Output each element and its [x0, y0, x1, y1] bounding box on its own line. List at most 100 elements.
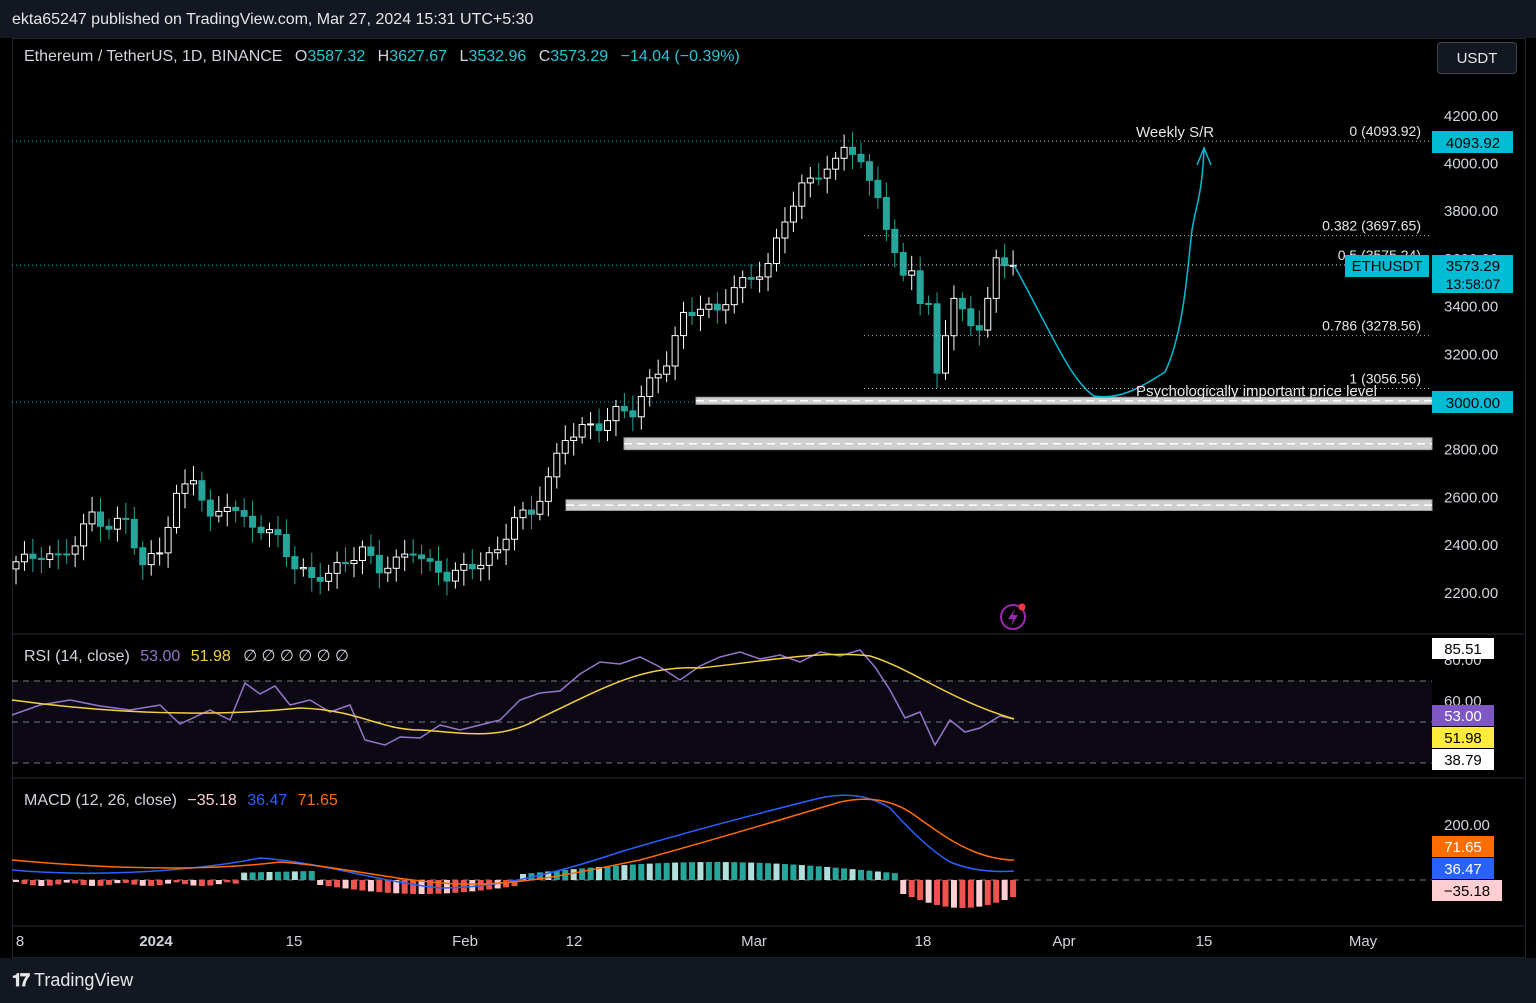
price-axis[interactable]: 4200.004000.003800.003600.003400.003200.… — [1444, 108, 1498, 602]
time-tick: 12 — [566, 933, 583, 950]
candle-body — [511, 517, 519, 540]
candle-body — [832, 157, 840, 170]
rsi-ma-line — [11, 653, 1015, 735]
macd-hist-bar — [621, 865, 628, 880]
chart-svg[interactable]: 4200.004000.003800.003600.003400.003200.… — [0, 0, 1536, 958]
candle-body — [730, 287, 738, 306]
macd-hist-bar — [765, 863, 772, 880]
symbol-tag — [1345, 255, 1429, 277]
candle-body — [460, 563, 468, 571]
chart-area[interactable] — [12, 38, 1526, 958]
candle-body — [637, 396, 645, 418]
macd-lines — [11, 794, 1015, 889]
candle-body — [815, 177, 823, 180]
candle-body — [291, 556, 299, 570]
fib-label: 0.786 (3278.56) — [1322, 318, 1421, 334]
candle-body — [477, 564, 485, 570]
macd-hist-bar — [29, 880, 36, 886]
macd-hist-bar — [917, 880, 924, 901]
lightning-icon[interactable] — [1000, 603, 1026, 630]
rsi-ma-value: 51.98 — [191, 648, 231, 665]
candle-body — [950, 297, 958, 337]
macd-hist-bar — [942, 880, 949, 907]
candle-body — [781, 221, 789, 239]
rsi-line — [11, 649, 1015, 747]
candle-body — [316, 576, 324, 582]
macd-hist-bar — [46, 880, 53, 886]
candle-body — [198, 480, 206, 501]
candle-body — [189, 480, 197, 485]
time-axis[interactable]: 8 2024 15 Feb 12 Mar 18 Apr 15 May — [16, 933, 1378, 950]
high-value: 3627.67 — [389, 48, 447, 65]
candle-body — [257, 526, 265, 534]
time-tick: 15 — [286, 933, 303, 950]
candle-body — [325, 572, 333, 582]
candle-body — [105, 525, 113, 530]
macd-hist-bar — [105, 880, 112, 885]
macd-hist-bar — [207, 880, 214, 886]
rsi-high-badge — [1432, 638, 1494, 659]
candle-body — [156, 552, 164, 555]
candle-body — [620, 405, 628, 412]
candle-body — [595, 423, 603, 431]
macd-hist-bar — [241, 872, 248, 880]
candle-body — [443, 571, 451, 582]
macd-hist-bar — [511, 880, 518, 887]
close-label: C — [539, 48, 551, 65]
candle-body — [705, 303, 713, 310]
candle-body — [147, 553, 155, 566]
candle-body — [502, 538, 510, 551]
macd-hist-bar — [815, 866, 822, 880]
macd-hist-bar — [232, 880, 239, 884]
macd-line — [11, 794, 1015, 889]
currency-button[interactable]: USDT — [1437, 42, 1517, 74]
macd-hist-bar — [156, 880, 163, 886]
candle-body — [20, 553, 28, 563]
rsi-value: 53.00 — [140, 648, 180, 665]
candle-body — [806, 177, 814, 184]
macd-signal-value: 71.65 — [298, 792, 338, 809]
macd-hist-bar — [781, 864, 788, 880]
macd-hist-bar — [401, 880, 408, 894]
macd-axis-200: 200.00 — [1444, 817, 1490, 834]
publisher-line: ekta65247 published on TradingView.com, … — [12, 11, 534, 28]
candle-body — [173, 492, 181, 528]
candle-body — [71, 545, 79, 555]
macd-hist-bar — [139, 880, 146, 886]
time-tick: 15 — [1196, 933, 1213, 950]
macd-hist-bar — [494, 880, 501, 889]
last-price-text: 3573.29 — [1446, 258, 1500, 275]
macd-hist-bar — [63, 880, 70, 883]
macd-hist-bar — [131, 880, 138, 885]
macd-hist-bar — [13, 880, 19, 882]
symbol-name: Ethereum / TetherUS, 1D, BINANCE — [24, 48, 282, 65]
candlesticks — [12, 131, 1017, 596]
candle-body — [629, 410, 637, 418]
macd-hist-bar — [72, 880, 79, 884]
macd-hist-bar — [308, 871, 315, 880]
macd-hist-bar — [545, 871, 552, 880]
candle-body — [426, 558, 434, 562]
candle-body — [342, 562, 350, 565]
tradingview-logo[interactable]: 𝟏𝟕 TradingView — [12, 970, 133, 991]
candle-body — [865, 161, 873, 181]
candle-body — [849, 146, 857, 155]
price-tick: 2200.00 — [1444, 585, 1498, 602]
macd-hist-bar — [334, 880, 341, 888]
macd-histogram — [13, 862, 1017, 908]
candle-body — [798, 182, 806, 207]
low-value: 3532.96 — [468, 48, 526, 65]
rsi-value-badge — [1432, 705, 1494, 726]
macd-hist-bar — [900, 880, 907, 894]
candle-body — [375, 554, 383, 574]
candle-body — [671, 335, 679, 367]
candle-body — [29, 553, 37, 559]
macd-hist-bar — [967, 880, 974, 908]
candle-body — [925, 302, 933, 305]
time-tick: 2024 — [139, 933, 173, 950]
candle-body — [975, 325, 983, 331]
macd-hist-bar — [300, 871, 307, 880]
macd-signal-badge — [1432, 836, 1494, 857]
macd-hist-bar — [976, 880, 983, 907]
candle-body — [916, 270, 924, 304]
